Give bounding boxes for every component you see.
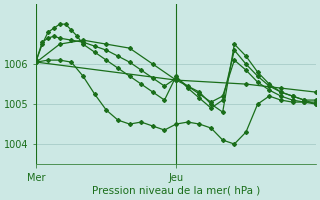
X-axis label: Pression niveau de la mer( hPa ): Pression niveau de la mer( hPa ) xyxy=(92,186,260,196)
